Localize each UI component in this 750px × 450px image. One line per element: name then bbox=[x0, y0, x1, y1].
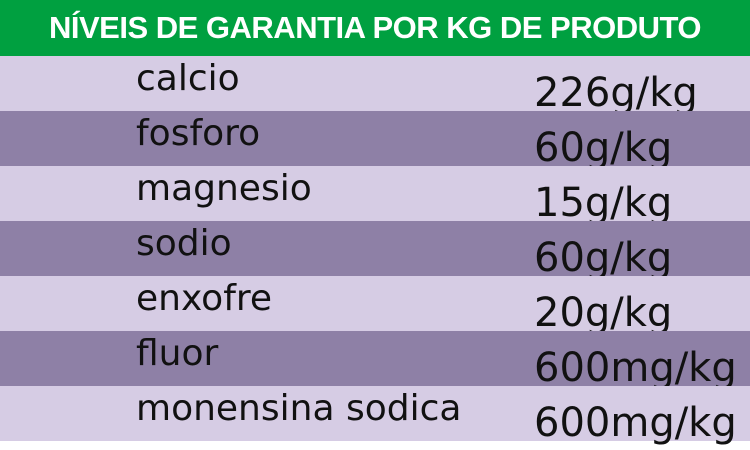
nutrient-value: 600mg/kg bbox=[534, 400, 737, 446]
table-row: monensina sodica 600mg/kg bbox=[0, 386, 750, 446]
nutrient-name: fluor bbox=[136, 333, 219, 374]
table-row: enxofre 20g/kg bbox=[0, 276, 750, 336]
nutrient-name: fosforo bbox=[136, 113, 261, 154]
nutrient-name: calcio bbox=[136, 58, 240, 99]
nutrient-value: 20g/kg bbox=[534, 290, 673, 336]
table-row: sodio 60g/kg bbox=[0, 221, 750, 281]
nutrient-name: enxofre bbox=[136, 278, 273, 319]
nutrient-name: monensina sodica bbox=[136, 388, 462, 429]
table-row: calcio 226g/kg bbox=[0, 56, 750, 116]
nutrient-value: 60g/kg bbox=[534, 235, 673, 281]
table-row: fosforo 60g/kg bbox=[0, 111, 750, 171]
table-row: magnesio 15g/kg bbox=[0, 166, 750, 226]
nutrient-value: 600mg/kg bbox=[534, 345, 737, 391]
nutrient-name: sodio bbox=[136, 223, 232, 264]
nutrient-table: calcio 226g/kg fosforo 60g/kg magnesio 15g/… bbox=[0, 56, 750, 446]
table-title: NÍVEIS DE GARANTIA POR KG DE PRODUTO bbox=[0, 0, 750, 56]
nutrient-value: 15g/kg bbox=[534, 180, 673, 226]
nutrient-name: magnesio bbox=[136, 168, 312, 209]
table-row: fluor 600mg/kg bbox=[0, 331, 750, 391]
nutrient-value: 60g/kg bbox=[534, 125, 673, 171]
nutrient-value: 226g/kg bbox=[534, 70, 698, 116]
